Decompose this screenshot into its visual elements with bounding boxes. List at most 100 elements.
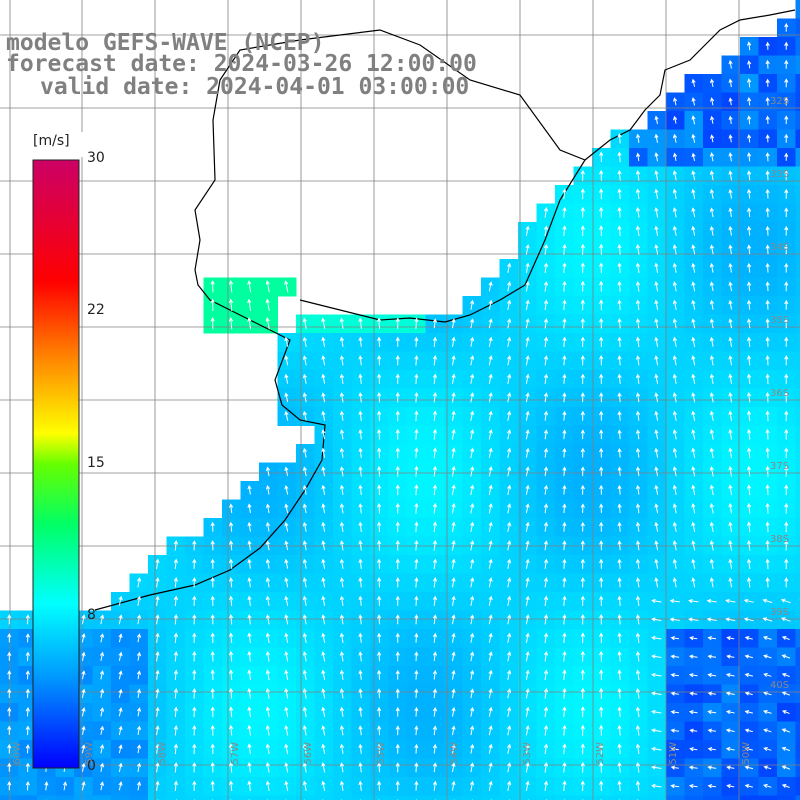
wind-speed-cell (518, 796, 537, 800)
wind-speed-cell (796, 611, 800, 630)
wind-speed-cell (333, 796, 352, 800)
wind-speed-cell (111, 796, 130, 800)
colorbar-tick-8: 8 (87, 607, 96, 623)
wind-speed-cell (796, 0, 800, 19)
wind-speed-cell (796, 167, 800, 186)
wind-speed-cell (611, 796, 630, 800)
title-forecast-date: forecast date: 2024-03-26 12:00:00 (6, 52, 477, 76)
wind-speed-cell (722, 796, 741, 800)
wind-speed-cell (629, 796, 648, 800)
wind-speed-cell (796, 740, 800, 759)
wind-speed-cell (796, 426, 800, 445)
wind-speed-cell (0, 796, 19, 800)
wind-speed-cell (796, 130, 800, 149)
latitude-label: 40S (770, 680, 789, 691)
wind-speed-cell (648, 796, 667, 800)
wind-speed-cell (796, 685, 800, 704)
wind-speed-cell (370, 796, 389, 800)
longitude-label: 60W (12, 742, 23, 765)
wind-speed-cell (19, 796, 38, 800)
longitude-label: 55W (376, 742, 387, 765)
latitude-label: 39S (770, 607, 789, 618)
wind-speed-cell (796, 222, 800, 241)
wind-speed-cell (93, 796, 112, 800)
wind-speed-cell (796, 407, 800, 426)
wind-speed-cell (740, 796, 759, 800)
wind-speed-cell (592, 796, 611, 800)
wind-speed-cell (796, 592, 800, 611)
wind-speed-cell (296, 796, 315, 800)
wind-speed-cell (796, 703, 800, 722)
wind-speed-cell (796, 444, 800, 463)
wind-speed-cell (74, 796, 93, 800)
wind-speed-cell (796, 259, 800, 278)
wind-speed-cell (241, 796, 260, 800)
wind-speed-cell (37, 796, 56, 800)
wind-speed-cell (759, 796, 778, 800)
wind-speed-cell (796, 185, 800, 204)
wind-speed-cell (167, 796, 186, 800)
wind-speed-cell (222, 796, 241, 800)
wind-speed-cell (500, 796, 519, 800)
wind-speed-cell (796, 500, 800, 519)
wind-speed-cell (352, 796, 371, 800)
wind-speed-cell (796, 74, 800, 93)
wind-speed-cell (796, 722, 800, 741)
colorbar-unit: [m/s] (33, 133, 70, 149)
longitude-label: 54W (449, 742, 460, 765)
wind-speed-cell (426, 796, 445, 800)
wind-speed-cell (796, 666, 800, 685)
longitude-label: 53W (522, 742, 533, 765)
latitude-label: 37S (770, 461, 789, 472)
wind-speed-cell (796, 574, 800, 593)
wind-speed-cell (56, 796, 75, 800)
wind-speed-cell (796, 37, 800, 56)
wind-speed-cell (796, 555, 800, 574)
wind-speed-cell (796, 370, 800, 389)
wind-speed-cell (796, 296, 800, 315)
longitude-label: 58W (157, 742, 168, 765)
title-valid-date: valid date: 2024-04-01 03:00:00 (40, 75, 469, 99)
longitude-label: 56W (303, 742, 314, 765)
wind-speed-cell (315, 796, 334, 800)
colorbar-tick-22: 22 (87, 302, 105, 318)
wind-speed-cell (796, 481, 800, 500)
wind-speed-cell (130, 796, 149, 800)
longitude-label: 51W (668, 742, 679, 765)
wind-speed-cell (796, 204, 800, 223)
wind-speed-cell (278, 796, 297, 800)
wind-speed-cell (537, 796, 556, 800)
wind-speed-cell (796, 352, 800, 371)
wind-speed-cell (481, 796, 500, 800)
wind-speed-cell (666, 796, 685, 800)
wind-speed-cell (796, 518, 800, 537)
longitude-label: 59W (84, 742, 95, 765)
latitude-label: 34S (770, 242, 789, 253)
wind-speed-cell (148, 796, 167, 800)
wind-speed-cell (463, 796, 482, 800)
latitude-label: 32S (770, 96, 789, 107)
wind-speed-cell (796, 111, 800, 130)
longitude-label: 52W (595, 742, 606, 765)
wind-speed-cell (389, 796, 408, 800)
wind-speed-cell (703, 796, 722, 800)
latitude-label: 36S (770, 388, 789, 399)
wind-speed-cell (796, 56, 800, 75)
wind-speed-cell (796, 796, 800, 800)
wind-speed-cell (259, 796, 278, 800)
colorbar-tick-30: 30 (87, 150, 105, 166)
wind-speed-cell (796, 93, 800, 112)
wind-speed-cell (796, 463, 800, 482)
wind-speed-cell (796, 333, 800, 352)
wind-speed-cell (796, 278, 800, 297)
wind-speed-cell (796, 759, 800, 778)
wind-speed-cell (685, 796, 704, 800)
wind-speed-cell (796, 777, 800, 796)
colorbar-tick-15: 15 (87, 455, 105, 471)
wind-speed-cell (796, 629, 800, 648)
wind-speed-cell (777, 796, 796, 800)
wind-speed-cell (204, 796, 223, 800)
longitude-label: 57W (230, 742, 241, 765)
latitude-label: 33S (770, 169, 789, 180)
